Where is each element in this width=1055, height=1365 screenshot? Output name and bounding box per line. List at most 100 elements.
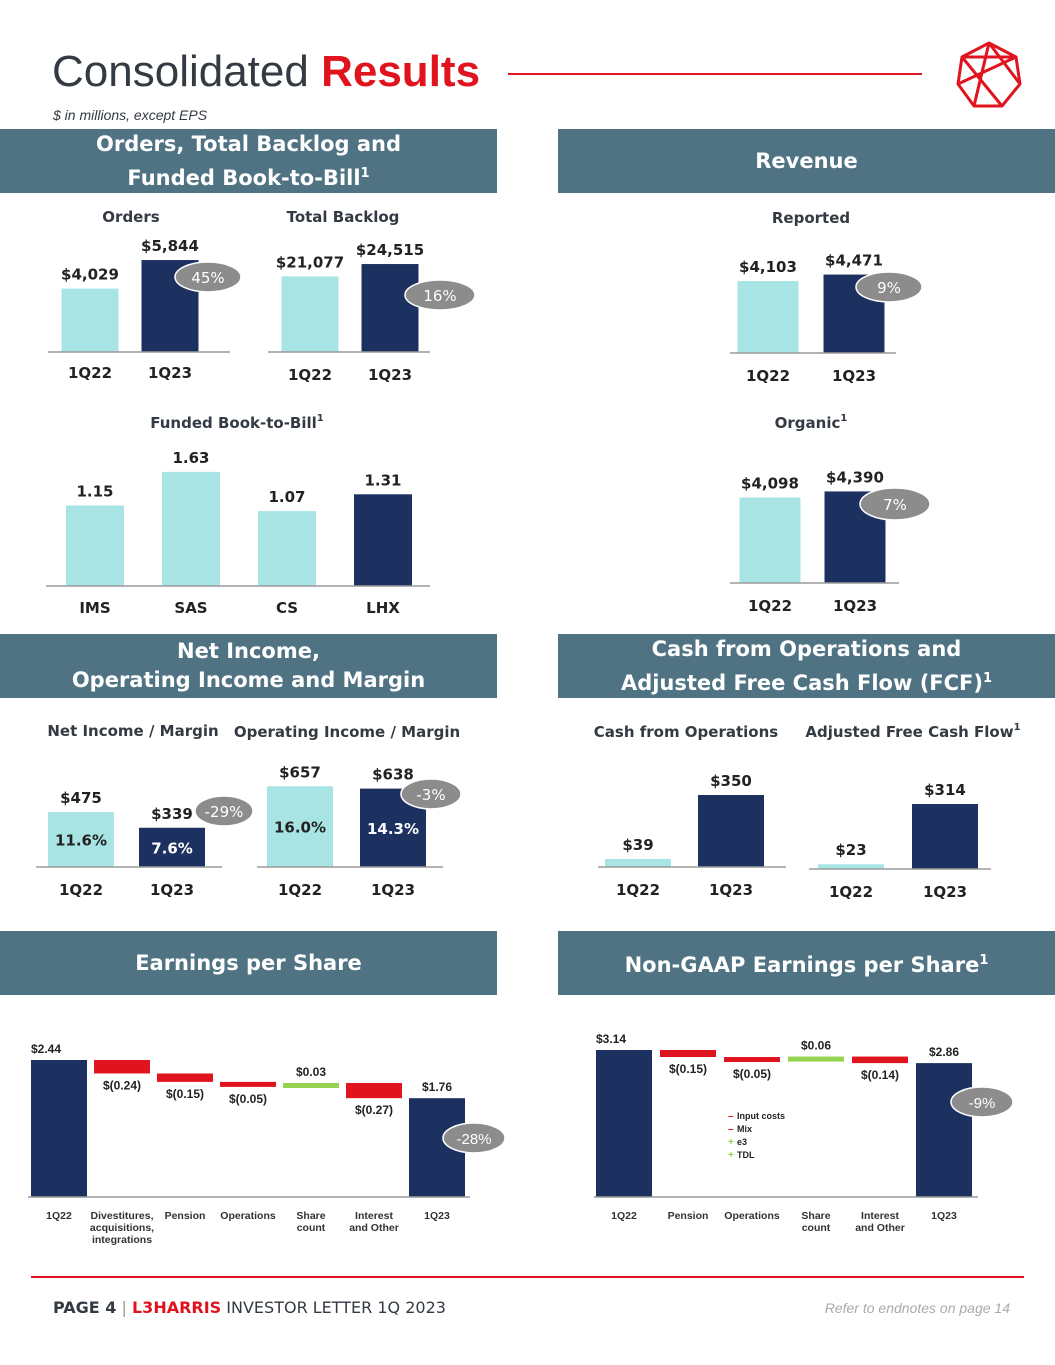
chart-title: Adjusted Free Cash Flow1 [805, 722, 1020, 741]
waterfall-value-label: $(0.15) [669, 1062, 707, 1076]
waterfall-category-label: 1Q23 [931, 1210, 957, 1222]
change-badge [400, 778, 462, 810]
change-badge [442, 1122, 506, 1154]
bar-value-label: $475 [60, 789, 102, 807]
waterfall-category-label: and Other [855, 1222, 905, 1234]
category-label: LHX [366, 599, 400, 617]
bar-value-label: $5,844 [141, 237, 199, 255]
chart-title: Operating Income / Margin [234, 723, 460, 741]
bar-1q22 [739, 497, 801, 583]
waterfall-category-label: Operations [220, 1210, 276, 1222]
category-label: 1Q23 [832, 367, 876, 385]
bar-value-label: $339 [151, 805, 193, 823]
banner-revenue-text: Revenue [755, 148, 858, 173]
bar-value-label: $657 [279, 763, 321, 781]
waterfall-bar-operations [220, 1081, 276, 1087]
waterfall-category-label: acquisitions, [90, 1222, 154, 1234]
revenue-organic-chart: Organic1 $4,098 1Q22 $4,390 1Q23 7% [730, 413, 931, 615]
bar-1q22 [818, 864, 884, 869]
operating-income-chart: Operating Income / Margin $657 1Q22 16.0% $6… [234, 723, 462, 899]
bar-1q22 [737, 281, 799, 353]
footer-doc-title: INVESTOR LETTER 1Q 2023 [226, 1298, 446, 1317]
category-label: 1Q22 [278, 881, 322, 899]
banner-nongaap-footnote: 1 [979, 953, 989, 968]
waterfall-bar-1q23 [916, 1063, 972, 1197]
bar-value-label: $4,029 [61, 266, 119, 284]
bar-value-label: 1.63 [172, 449, 209, 467]
waterfall-bar-pension [157, 1073, 213, 1082]
waterfall-value-label: $(0.05) [229, 1092, 267, 1106]
banner-revenue: Revenue [558, 129, 1055, 193]
banner-nongaap-text: Non-GAAP Earnings per Share [624, 953, 980, 977]
category-label: 1Q22 [829, 883, 873, 901]
legend-label: e3 [737, 1137, 747, 1147]
chart-title: Organic1 [775, 413, 848, 432]
revenue-reported-chart: Reported $4,103 1Q22 $4,471 1Q23 9% [730, 209, 923, 385]
waterfall-category-label: Interest [355, 1210, 393, 1222]
page-title-accent: Results [321, 47, 481, 96]
chart-title: Funded Book-to-Bill1 [150, 413, 324, 432]
waterfall-value-label: $2.44 [31, 1042, 61, 1056]
banner-orders-line1: Orders, Total Backlog and [95, 131, 402, 156]
cash-from-ops-chart: Cash from Operations $39 1Q22 $350 1Q23 [594, 723, 786, 899]
chart-title-footnote: 1 [1014, 722, 1021, 733]
l3harris-logo-icon [956, 41, 1022, 108]
bar-value-label: $314 [924, 781, 966, 799]
banner-cash-footnote: 1 [983, 670, 993, 686]
bar-value-label: $4,390 [826, 468, 884, 486]
waterfall-category-label: Interest [861, 1210, 899, 1222]
book-to-bill-chart: Funded Book-to-Bill1 1.15 IMS 1.63 SAS 1.07 CS… [46, 413, 430, 617]
legend-sign: + [728, 1137, 734, 1148]
legend-sign: – [728, 1124, 734, 1135]
bar-1q23 [698, 795, 764, 867]
bar-value-label: $24,515 [356, 241, 424, 259]
bar-value-label: $4,471 [825, 252, 883, 270]
waterfall-category-label: integrations [92, 1234, 152, 1246]
chart-title: Total Backlog [287, 208, 400, 226]
category-label: 1Q22 [59, 881, 103, 899]
category-label: SAS [174, 599, 207, 617]
category-label: 1Q22 [748, 597, 792, 615]
change-badge-label: -9% [969, 1095, 996, 1112]
category-label: 1Q23 [833, 597, 877, 615]
banner-orders-line2-wrap: Funded Book-to-Bill1 [127, 159, 369, 193]
banner-nongaap: Non-GAAP Earnings per Share1 [558, 931, 1055, 995]
chart-title: Net Income / Margin [47, 722, 218, 740]
footer-brand: L3HARRIS [131, 1298, 222, 1317]
bar-1q22 [605, 858, 671, 867]
waterfall-category-label: Operations [724, 1210, 780, 1222]
category-label: 1Q23 [371, 881, 415, 899]
bar-1q23 [139, 827, 205, 867]
change-badge [950, 1086, 1014, 1118]
change-badge-label: 16% [423, 287, 456, 305]
legend-label: Mix [737, 1124, 752, 1134]
footer-endnotes-note: Refer to endnotes on page 14 [824, 1300, 1010, 1316]
change-badge-label: -28% [456, 1131, 491, 1148]
category-label: CS [276, 599, 298, 617]
waterfall-category-label: count [802, 1222, 831, 1234]
margin-label: 7.6% [151, 839, 193, 857]
page-title-main: Consolidated [52, 47, 309, 96]
chart-title-footnote: 1 [840, 413, 847, 424]
change-badge [194, 795, 254, 827]
bar-cs [258, 511, 316, 586]
banner-net-income-line2: Operating Income and Margin [71, 668, 426, 692]
margin-label: 16.0% [274, 819, 326, 837]
waterfall-category-label: and Other [349, 1222, 399, 1234]
waterfall-bar-share-count [283, 1083, 339, 1089]
category-label: 1Q23 [368, 366, 412, 384]
chart-title-footnote: 1 [317, 413, 324, 424]
waterfall-bar-share-count [788, 1056, 844, 1062]
bar-value-label: 1.31 [364, 471, 401, 489]
banner-eps-text: Earnings per Share [135, 950, 362, 975]
footer-separator: | [121, 1298, 127, 1317]
footer-page-label: PAGE 4 [53, 1298, 117, 1317]
banner-net-income: Net Income, Operating Income and Margin [0, 634, 497, 698]
change-badge [174, 261, 242, 293]
waterfall-value-label: $0.03 [296, 1065, 326, 1079]
bar-1q22 [61, 288, 119, 352]
category-label: 1Q23 [148, 364, 192, 382]
category-label: 1Q22 [746, 367, 790, 385]
free-cash-flow-chart: Adjusted Free Cash Flow1 $23 1Q22 $314 1Q23 [805, 722, 1020, 901]
net-income-chart: Net Income / Margin $475 1Q22 11.6% $339 1Q23… [36, 722, 254, 899]
